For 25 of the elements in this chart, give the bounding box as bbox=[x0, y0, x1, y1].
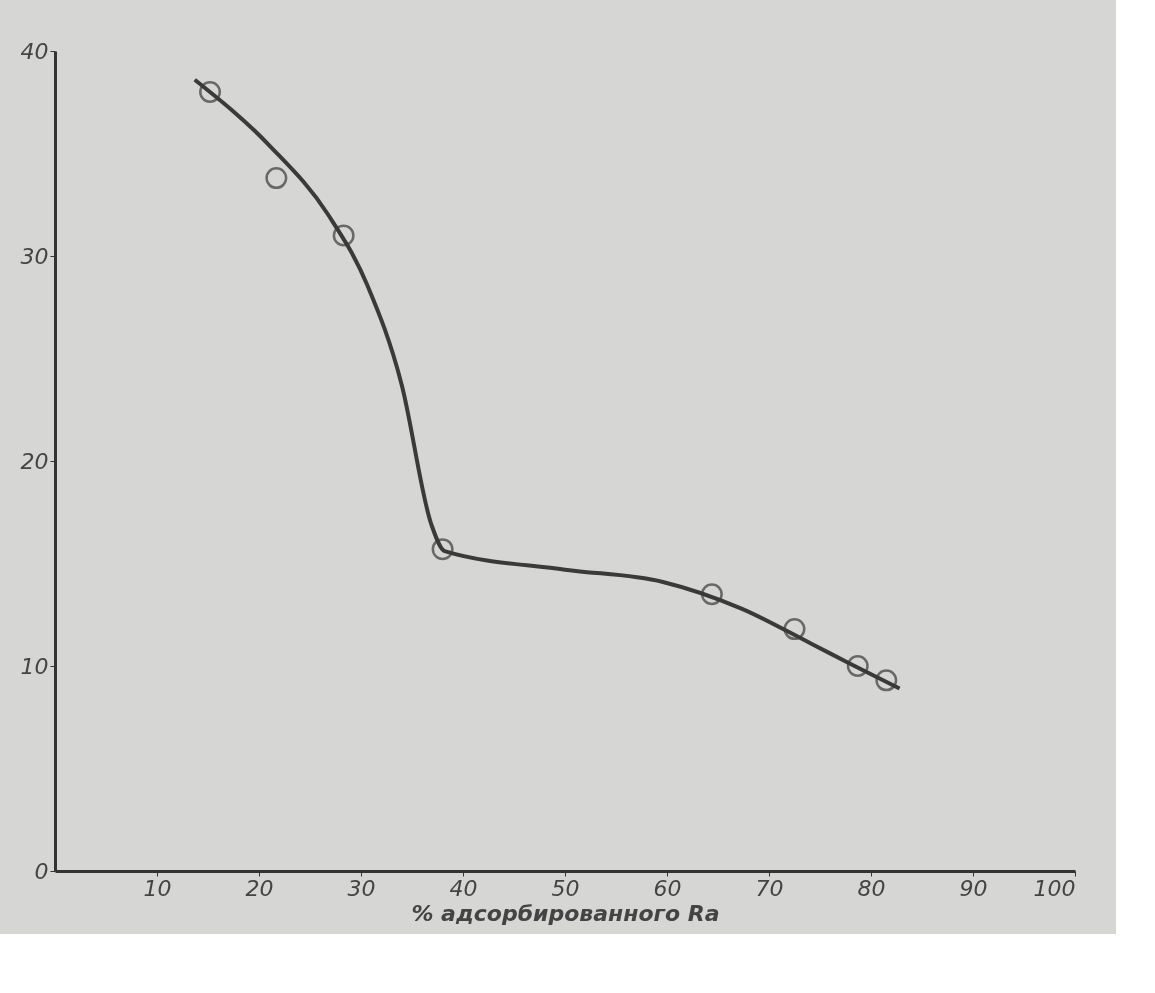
point bbox=[431, 538, 454, 561]
x-tick-label: 10 bbox=[143, 875, 172, 901]
x-tick-label: 20 bbox=[245, 875, 274, 901]
x-tick-label: 40 bbox=[449, 875, 478, 901]
point bbox=[846, 655, 869, 677]
point bbox=[265, 167, 288, 190]
point bbox=[875, 669, 898, 692]
x-tick-label: 80 bbox=[857, 875, 886, 901]
y-tick-label: 10 bbox=[20, 653, 49, 679]
x-tick-label: 70 bbox=[755, 875, 784, 901]
point bbox=[783, 618, 806, 641]
y-tick-label: 30 bbox=[20, 243, 49, 269]
x-tick-label: 90 bbox=[959, 875, 988, 901]
x-tick-label: 30 bbox=[347, 875, 376, 901]
y-tick-label: 40 bbox=[20, 38, 49, 64]
point bbox=[199, 81, 222, 103]
x-tick-label: 60 bbox=[653, 875, 682, 901]
line-series bbox=[192, 77, 902, 691]
y-tick-label: 0 bbox=[34, 858, 49, 884]
x-tick-label: 50 bbox=[551, 875, 580, 901]
x-tick-label: 100 bbox=[1033, 875, 1076, 901]
point bbox=[700, 583, 723, 606]
point bbox=[332, 224, 355, 247]
y-tick-label: 20 bbox=[20, 448, 49, 474]
x-axis-title: % адсорбированного Ra bbox=[411, 900, 720, 926]
